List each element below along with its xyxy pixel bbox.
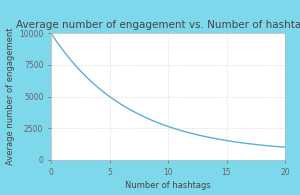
Y-axis label: Average number of engagement: Average number of engagement [6, 28, 15, 165]
Text: Average number of engagement vs. Number of hashtags: Average number of engagement vs. Number … [16, 20, 300, 30]
X-axis label: Number of hashtags: Number of hashtags [125, 181, 211, 190]
